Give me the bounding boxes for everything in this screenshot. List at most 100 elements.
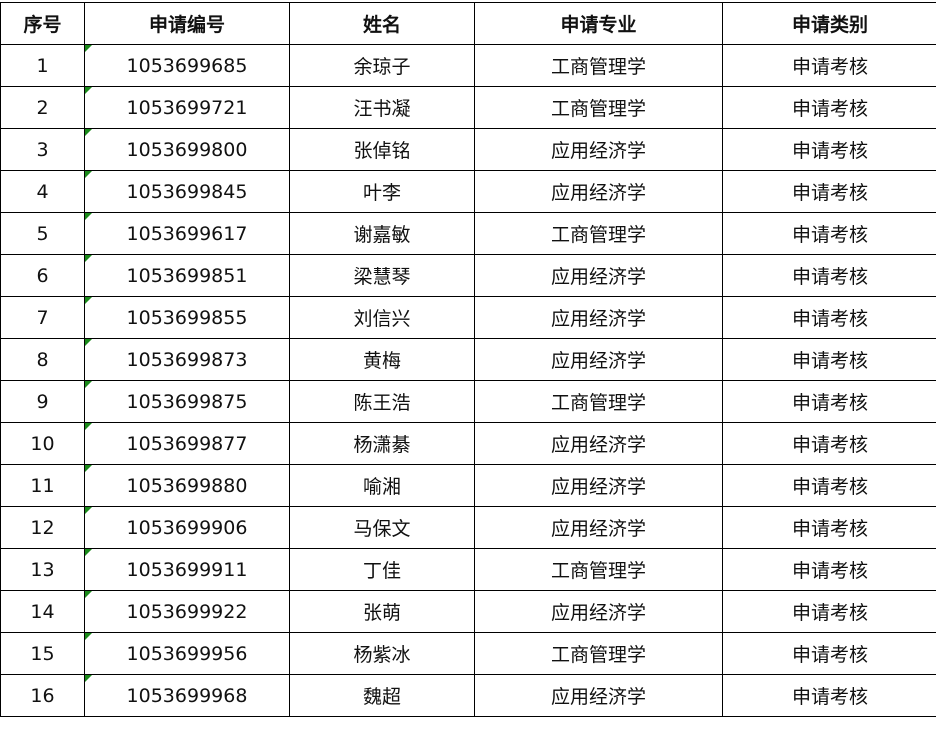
cell-category[interactable]: 申请考核 [722, 44, 936, 87]
cell-category[interactable]: 申请考核 [722, 674, 936, 717]
cell-seq[interactable]: 11 [0, 464, 85, 507]
cell-name[interactable]: 张萌 [289, 590, 475, 633]
table-row: 6 1053699851 梁慧琴 应用经济学 申请考核 [0, 254, 936, 297]
table-row: 16 1053699968 魏超 应用经济学 申请考核 [0, 674, 936, 717]
cell-major[interactable]: 工商管理学 [474, 44, 723, 87]
table-row: 9 1053699875 陈王浩 工商管理学 申请考核 [0, 380, 936, 423]
cell-name[interactable]: 丁佳 [289, 548, 475, 591]
cell-major[interactable]: 应用经济学 [474, 590, 723, 633]
cell-name[interactable]: 张倬铭 [289, 128, 475, 171]
cell-seq[interactable]: 12 [0, 506, 85, 549]
cell-category[interactable]: 申请考核 [722, 506, 936, 549]
cell-major[interactable]: 应用经济学 [474, 506, 723, 549]
table-row: 4 1053699845 叶李 应用经济学 申请考核 [0, 170, 936, 213]
cell-name[interactable]: 马保文 [289, 506, 475, 549]
cell-application-id[interactable]: 1053699968 [84, 674, 290, 717]
applicant-table: 序号 申请编号 姓名 申请专业 申请类别 1 1053699685 余琼子 工商管理学 申请考核… [0, 2, 936, 717]
cell-category[interactable]: 申请考核 [722, 296, 936, 339]
cell-name[interactable]: 刘信兴 [289, 296, 475, 339]
cell-category[interactable]: 申请考核 [722, 86, 936, 129]
cell-seq[interactable]: 9 [0, 380, 85, 423]
cell-application-id[interactable]: 1053699617 [84, 212, 290, 255]
header-application-id[interactable]: 申请编号 [84, 2, 290, 45]
header-major[interactable]: 申请专业 [474, 2, 723, 45]
cell-application-id[interactable]: 1053699877 [84, 422, 290, 465]
cell-name[interactable]: 魏超 [289, 674, 475, 717]
cell-name[interactable]: 杨潇綦 [289, 422, 475, 465]
table-row: 14 1053699922 张萌 应用经济学 申请考核 [0, 590, 936, 633]
cell-category[interactable]: 申请考核 [722, 422, 936, 465]
cell-major[interactable]: 工商管理学 [474, 548, 723, 591]
cell-application-id[interactable]: 1053699906 [84, 506, 290, 549]
cell-name[interactable]: 黄梅 [289, 338, 475, 381]
cell-major[interactable]: 工商管理学 [474, 380, 723, 423]
cell-seq[interactable]: 1 [0, 44, 85, 87]
header-category[interactable]: 申请类别 [722, 2, 936, 45]
table-row: 1 1053699685 余琼子 工商管理学 申请考核 [0, 44, 936, 87]
cell-major[interactable]: 应用经济学 [474, 338, 723, 381]
table-row: 7 1053699855 刘信兴 应用经济学 申请考核 [0, 296, 936, 339]
table-row: 8 1053699873 黄梅 应用经济学 申请考核 [0, 338, 936, 381]
cell-major[interactable]: 应用经济学 [474, 296, 723, 339]
cell-application-id[interactable]: 1053699851 [84, 254, 290, 297]
cell-application-id[interactable]: 1053699855 [84, 296, 290, 339]
cell-major[interactable]: 应用经济学 [474, 254, 723, 297]
table-row: 12 1053699906 马保文 应用经济学 申请考核 [0, 506, 936, 549]
cell-major[interactable]: 工商管理学 [474, 86, 723, 129]
table-row: 3 1053699800 张倬铭 应用经济学 申请考核 [0, 128, 936, 171]
cell-seq[interactable]: 10 [0, 422, 85, 465]
table-row: 13 1053699911 丁佳 工商管理学 申请考核 [0, 548, 936, 591]
cell-seq[interactable]: 3 [0, 128, 85, 171]
table-row: 5 1053699617 谢嘉敏 工商管理学 申请考核 [0, 212, 936, 255]
header-row: 序号 申请编号 姓名 申请专业 申请类别 [0, 2, 936, 45]
cell-application-id[interactable]: 1053699956 [84, 632, 290, 675]
cell-major[interactable]: 应用经济学 [474, 422, 723, 465]
cell-major[interactable]: 应用经济学 [474, 464, 723, 507]
cell-category[interactable]: 申请考核 [722, 212, 936, 255]
table-row: 10 1053699877 杨潇綦 应用经济学 申请考核 [0, 422, 936, 465]
cell-application-id[interactable]: 1053699800 [84, 128, 290, 171]
cell-name[interactable]: 梁慧琴 [289, 254, 475, 297]
cell-application-id[interactable]: 1053699880 [84, 464, 290, 507]
cell-seq[interactable]: 5 [0, 212, 85, 255]
cell-seq[interactable]: 7 [0, 296, 85, 339]
cell-category[interactable]: 申请考核 [722, 464, 936, 507]
cell-seq[interactable]: 14 [0, 590, 85, 633]
cell-application-id[interactable]: 1053699922 [84, 590, 290, 633]
cell-major[interactable]: 应用经济学 [474, 170, 723, 213]
cell-application-id[interactable]: 1053699911 [84, 548, 290, 591]
cell-application-id[interactable]: 1053699845 [84, 170, 290, 213]
cell-name[interactable]: 喻湘 [289, 464, 475, 507]
cell-application-id[interactable]: 1053699721 [84, 86, 290, 129]
cell-name[interactable]: 汪书凝 [289, 86, 475, 129]
cell-category[interactable]: 申请考核 [722, 632, 936, 675]
header-seq[interactable]: 序号 [0, 2, 85, 45]
header-name[interactable]: 姓名 [289, 2, 475, 45]
cell-category[interactable]: 申请考核 [722, 548, 936, 591]
cell-category[interactable]: 申请考核 [722, 338, 936, 381]
cell-application-id[interactable]: 1053699875 [84, 380, 290, 423]
cell-major[interactable]: 应用经济学 [474, 128, 723, 171]
cell-name[interactable]: 余琼子 [289, 44, 475, 87]
cell-category[interactable]: 申请考核 [722, 254, 936, 297]
cell-seq[interactable]: 16 [0, 674, 85, 717]
cell-name[interactable]: 谢嘉敏 [289, 212, 475, 255]
cell-category[interactable]: 申请考核 [722, 128, 936, 171]
cell-seq[interactable]: 13 [0, 548, 85, 591]
cell-category[interactable]: 申请考核 [722, 170, 936, 213]
cell-seq[interactable]: 8 [0, 338, 85, 381]
cell-seq[interactable]: 2 [0, 86, 85, 129]
cell-name[interactable]: 叶李 [289, 170, 475, 213]
cell-application-id[interactable]: 1053699873 [84, 338, 290, 381]
cell-seq[interactable]: 6 [0, 254, 85, 297]
cell-major[interactable]: 应用经济学 [474, 674, 723, 717]
cell-category[interactable]: 申请考核 [722, 380, 936, 423]
cell-name[interactable]: 杨紫冰 [289, 632, 475, 675]
cell-application-id[interactable]: 1053699685 [84, 44, 290, 87]
cell-major[interactable]: 工商管理学 [474, 632, 723, 675]
cell-seq[interactable]: 15 [0, 632, 85, 675]
cell-name[interactable]: 陈王浩 [289, 380, 475, 423]
cell-major[interactable]: 工商管理学 [474, 212, 723, 255]
cell-seq[interactable]: 4 [0, 170, 85, 213]
cell-category[interactable]: 申请考核 [722, 590, 936, 633]
